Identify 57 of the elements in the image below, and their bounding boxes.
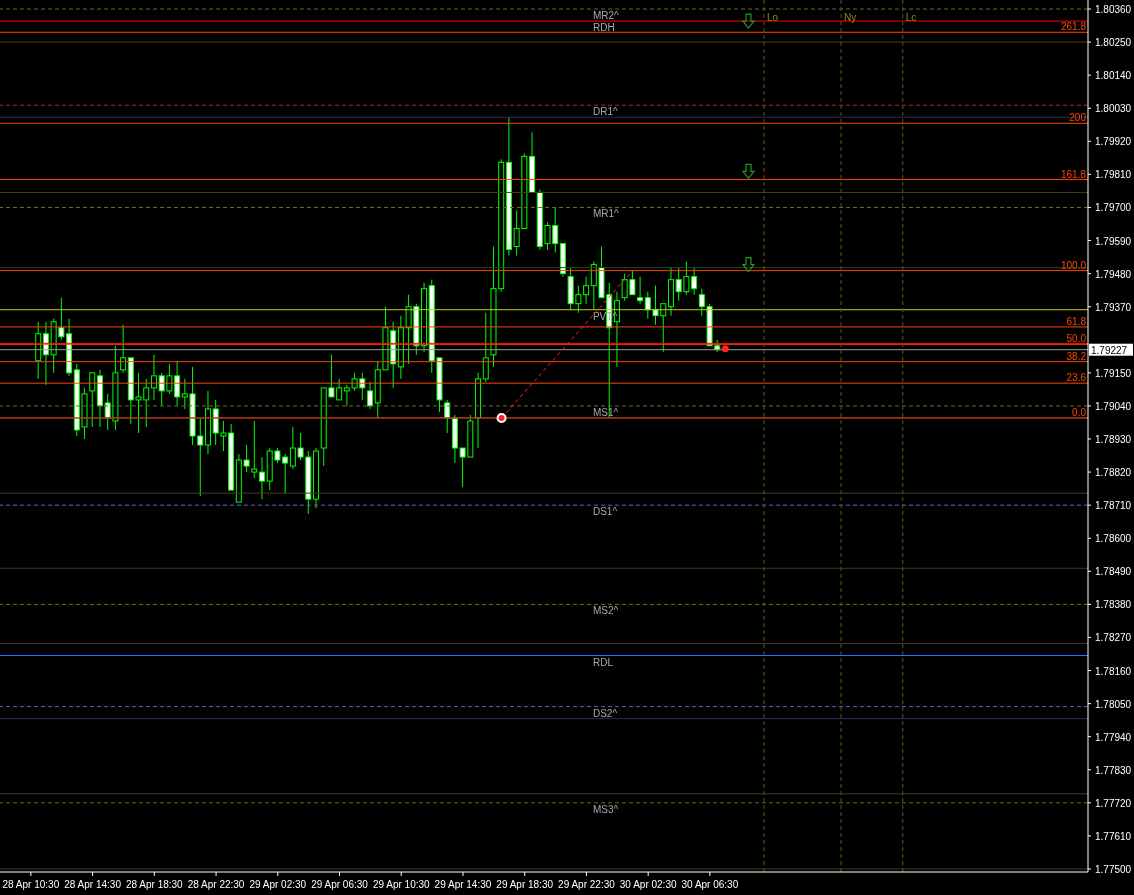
ref-line-label: RDL	[592, 656, 614, 668]
y-tick-label: 1.80360	[1095, 4, 1132, 16]
ref-line-label: 200	[1069, 112, 1087, 124]
y-tick-label: 1.78380	[1095, 599, 1132, 611]
y-tick-label: 1.80030	[1095, 103, 1132, 115]
ref-line-label: MS3^	[592, 803, 619, 815]
x-tick-label: 29 Apr 18:30	[496, 879, 554, 890]
ref-line-label: 0.0	[1072, 406, 1087, 418]
y-tick-label: 1.78490	[1095, 566, 1132, 578]
y-tick-label: 1.77720	[1095, 797, 1132, 809]
y-tick-label: 1.79700	[1095, 202, 1132, 214]
x-tick-label: 29 Apr 22:30	[558, 879, 616, 890]
y-tick-label: 1.78600	[1095, 533, 1132, 545]
ref-line-label: 61.8	[1066, 315, 1087, 327]
y-tick-label: 1.79480	[1095, 268, 1132, 280]
ref-line-label: MR1^	[592, 208, 620, 220]
x-tick-label: 29 Apr 14:30	[434, 879, 492, 890]
ref-line-label: 161.8	[1060, 168, 1087, 180]
x-tick-label: 29 Apr 10:30	[372, 879, 431, 890]
ref-line-label: 261.8	[1060, 21, 1087, 33]
y-tick-label: 1.79590	[1095, 235, 1132, 247]
ref-line-label: DS1^	[592, 506, 618, 518]
y-tick-label: 1.77940	[1095, 731, 1132, 743]
ref-line-label: 23.6	[1066, 372, 1087, 384]
y-tick-label: 1.78050	[1095, 698, 1132, 710]
y-tick-label: 1.77610	[1095, 830, 1132, 842]
x-tick-label: 28 Apr 18:30	[125, 879, 184, 890]
y-tick-label: 1.79150	[1095, 367, 1132, 379]
y-tick-label: 1.77500	[1095, 863, 1132, 875]
ref-line-label: MS2^	[592, 605, 619, 617]
x-tick-label: 30 Apr 06:30	[681, 879, 739, 890]
ref-line-label: 1.79227	[1091, 344, 1128, 356]
ref-line-label: 38.2	[1066, 350, 1087, 362]
y-tick-label: 1.78710	[1095, 500, 1132, 512]
y-tick-label: 1.79810	[1095, 169, 1132, 181]
y-tick-label: 1.78820	[1095, 467, 1132, 479]
ref-line-label: 100.0	[1060, 259, 1087, 271]
y-tick-label: 1.79370	[1095, 301, 1132, 313]
y-tick-label: 1.77830	[1095, 764, 1132, 776]
y-tick-label: 1.79040	[1095, 400, 1132, 412]
y-tick-label: 1.78270	[1095, 632, 1132, 644]
x-tick-label: 30 Apr 02:30	[619, 879, 677, 890]
ref-line-label: RDH	[592, 22, 615, 34]
y-tick-label: 1.78930	[1095, 434, 1132, 446]
x-tick-label: 28 Apr 10:30	[2, 879, 60, 890]
y-tick-label: 1.78160	[1095, 665, 1132, 677]
x-tick-label: 28 Apr 22:30	[187, 879, 245, 890]
ref-line-label: MR2^	[592, 10, 620, 22]
x-tick-label: 29 Apr 02:30	[249, 879, 307, 890]
ref-line-label: 50.0	[1066, 333, 1087, 345]
y-tick-label: 1.79920	[1095, 136, 1132, 148]
x-tick-label: 28 Apr 14:30	[64, 879, 122, 890]
x-tick-label: 29 Apr 06:30	[311, 879, 369, 890]
ref-line-label: DR1^	[592, 106, 618, 118]
y-tick-label: 1.80250	[1095, 37, 1132, 49]
ref-line-label: DS2^	[592, 707, 618, 719]
y-tick-label: 1.80140	[1095, 70, 1132, 82]
